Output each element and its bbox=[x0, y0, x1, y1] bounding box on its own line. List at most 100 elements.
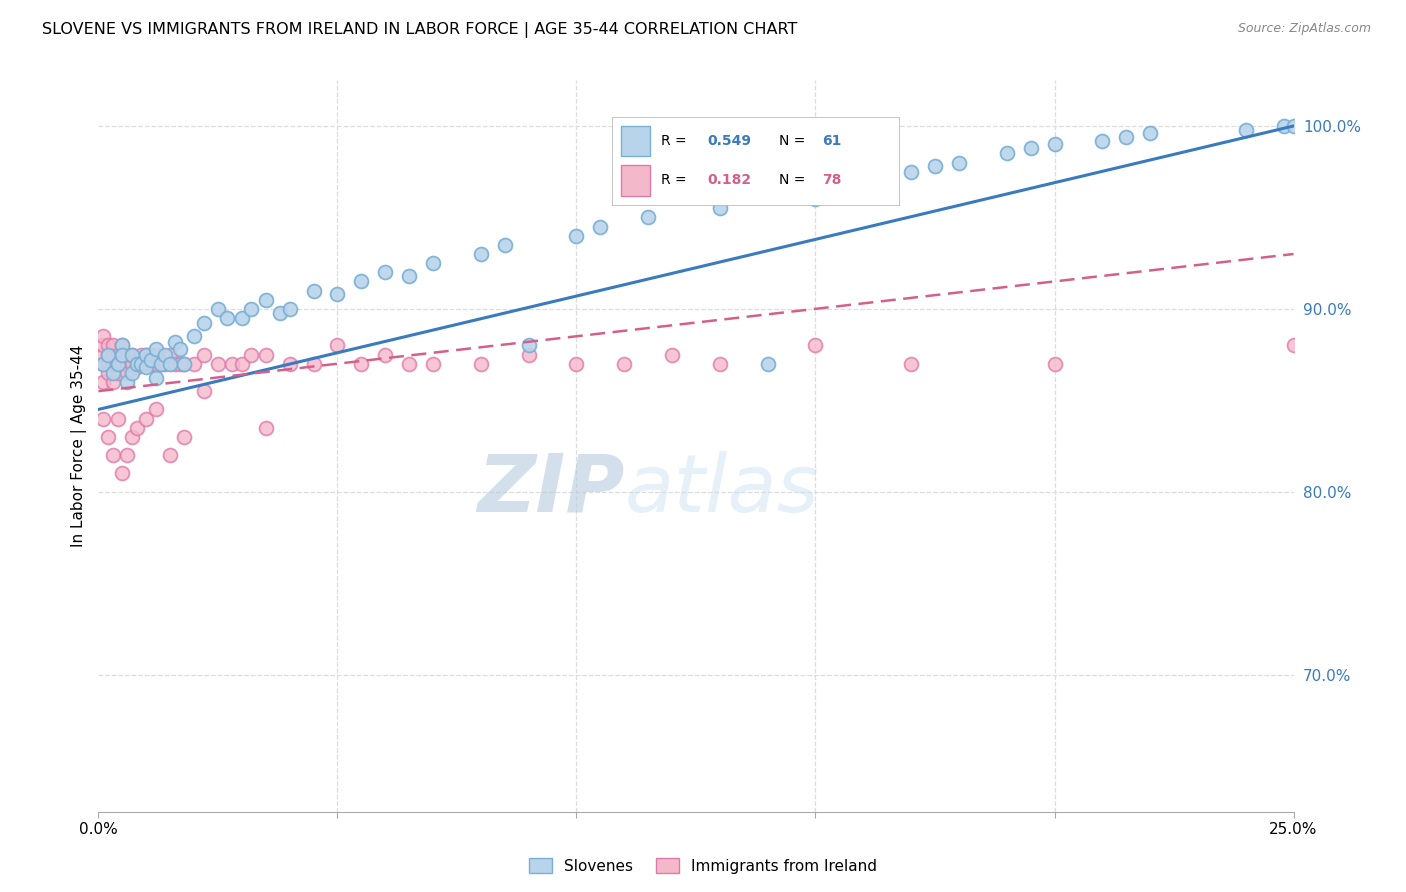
Point bbox=[173, 357, 195, 371]
Point bbox=[924, 159, 946, 173]
Point bbox=[111, 467, 134, 481]
Point bbox=[1019, 141, 1042, 155]
Point bbox=[183, 357, 205, 371]
Point bbox=[125, 360, 148, 375]
Point bbox=[900, 164, 922, 178]
Point bbox=[1043, 357, 1066, 371]
Point bbox=[470, 247, 492, 261]
Point bbox=[948, 155, 970, 169]
Point bbox=[207, 357, 229, 371]
Point bbox=[145, 342, 167, 356]
Point bbox=[350, 274, 373, 288]
Point bbox=[231, 310, 253, 325]
Point bbox=[111, 338, 134, 352]
Point bbox=[350, 357, 373, 371]
Point bbox=[121, 366, 143, 380]
Point bbox=[111, 357, 134, 371]
Point bbox=[145, 347, 167, 362]
Point bbox=[97, 347, 120, 362]
Point bbox=[97, 430, 120, 444]
Point bbox=[173, 357, 195, 371]
Point bbox=[756, 357, 779, 371]
Point bbox=[155, 347, 177, 362]
Point bbox=[804, 338, 827, 352]
Point bbox=[231, 357, 253, 371]
Point bbox=[1282, 338, 1305, 352]
Point bbox=[254, 420, 277, 434]
Point bbox=[91, 375, 114, 389]
Point bbox=[115, 448, 138, 462]
Point bbox=[159, 347, 181, 362]
Point bbox=[107, 357, 129, 371]
Point bbox=[125, 353, 148, 368]
Point bbox=[149, 357, 172, 371]
Point bbox=[169, 342, 191, 356]
Point bbox=[278, 357, 301, 371]
Point bbox=[145, 357, 167, 371]
Point bbox=[97, 338, 120, 352]
Point bbox=[121, 347, 143, 362]
Point bbox=[91, 338, 114, 352]
Point bbox=[240, 347, 263, 362]
Point bbox=[173, 430, 195, 444]
Point bbox=[900, 357, 922, 371]
Point bbox=[131, 347, 153, 362]
Point bbox=[145, 402, 167, 417]
Point bbox=[135, 411, 157, 425]
Point bbox=[155, 357, 177, 371]
Point bbox=[121, 357, 143, 371]
Point bbox=[97, 366, 120, 380]
Point bbox=[139, 353, 162, 368]
Point bbox=[111, 338, 134, 352]
Point bbox=[517, 338, 540, 352]
Point bbox=[193, 317, 215, 331]
Point bbox=[422, 256, 444, 270]
Point bbox=[326, 287, 349, 301]
Point bbox=[107, 357, 129, 371]
Point bbox=[1234, 122, 1257, 136]
Point bbox=[135, 360, 157, 375]
Point bbox=[125, 420, 148, 434]
Point bbox=[169, 357, 191, 371]
Point bbox=[637, 211, 659, 225]
Point bbox=[1272, 119, 1295, 133]
Text: SLOVENE VS IMMIGRANTS FROM IRELAND IN LABOR FORCE | AGE 35-44 CORRELATION CHART: SLOVENE VS IMMIGRANTS FROM IRELAND IN LA… bbox=[42, 22, 797, 38]
Point bbox=[422, 357, 444, 371]
Point bbox=[852, 174, 875, 188]
Point bbox=[398, 268, 420, 283]
Point bbox=[221, 357, 243, 371]
Point bbox=[254, 293, 277, 307]
Point bbox=[115, 357, 138, 371]
Legend: Slovenes, Immigrants from Ireland: Slovenes, Immigrants from Ireland bbox=[523, 852, 883, 880]
Point bbox=[1139, 126, 1161, 140]
Point bbox=[709, 357, 731, 371]
Point bbox=[91, 357, 114, 371]
Point bbox=[163, 357, 186, 371]
Point bbox=[193, 347, 215, 362]
Point bbox=[193, 384, 215, 399]
Point bbox=[107, 411, 129, 425]
Point bbox=[107, 366, 129, 380]
Point bbox=[91, 411, 114, 425]
Point bbox=[135, 347, 157, 362]
Point bbox=[101, 357, 124, 371]
Point bbox=[374, 265, 396, 279]
Point bbox=[97, 347, 120, 362]
Point bbox=[565, 228, 588, 243]
Point bbox=[254, 347, 277, 362]
Point bbox=[131, 357, 153, 371]
Point bbox=[145, 371, 167, 385]
Point bbox=[876, 164, 898, 178]
Point bbox=[139, 357, 162, 371]
Point bbox=[661, 347, 683, 362]
Point bbox=[101, 375, 124, 389]
Point bbox=[183, 329, 205, 343]
Point bbox=[163, 334, 186, 349]
Point bbox=[135, 357, 157, 371]
Point bbox=[111, 347, 134, 362]
Point bbox=[494, 237, 516, 252]
Point bbox=[589, 219, 612, 234]
Point bbox=[302, 284, 325, 298]
Point bbox=[111, 347, 134, 362]
Point bbox=[1043, 137, 1066, 152]
